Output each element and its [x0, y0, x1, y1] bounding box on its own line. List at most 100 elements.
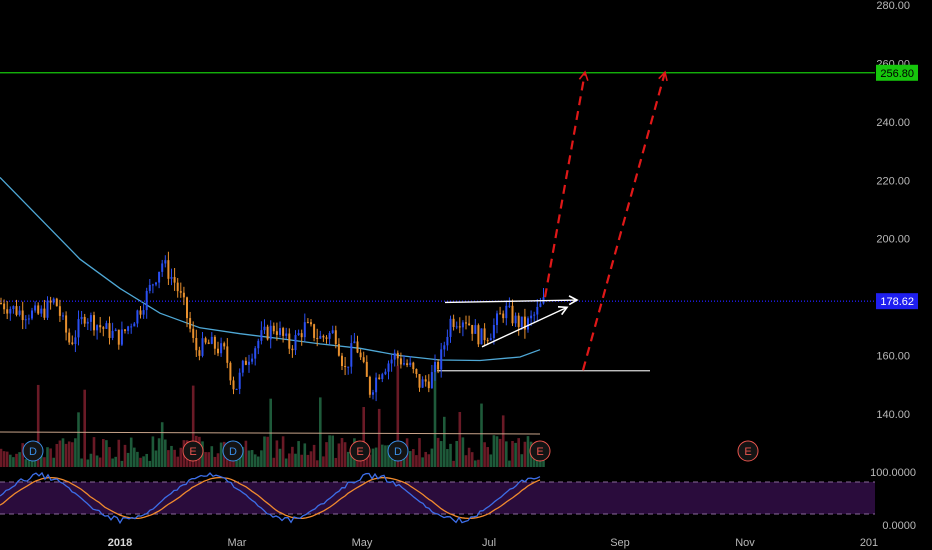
- volume-bar: [58, 440, 62, 467]
- candle-body: [133, 323, 136, 327]
- candle-body: [130, 326, 133, 328]
- candle-body: [297, 333, 300, 336]
- volume-bar: [188, 458, 192, 467]
- candle-body: [217, 348, 219, 354]
- candle-body: [189, 318, 192, 329]
- volume-bar: [173, 449, 176, 467]
- volume-bar: [244, 440, 248, 467]
- candle-body: [474, 325, 477, 334]
- volume-bar: [89, 453, 93, 467]
- candle-body: [446, 336, 449, 346]
- candle-body: [251, 358, 254, 362]
- volume-bar: [501, 415, 505, 467]
- candle-body: [399, 358, 402, 365]
- candle-body: [186, 297, 188, 319]
- candle-body: [266, 326, 269, 340]
- candle-body: [257, 340, 260, 349]
- volume-bar: [483, 442, 486, 467]
- volume-bar: [2, 451, 6, 467]
- candle-body: [322, 335, 325, 338]
- candle-body: [334, 330, 337, 345]
- volume-bar: [381, 444, 384, 467]
- event-marker-letter: E: [189, 446, 196, 458]
- volume-bar: [12, 457, 15, 467]
- candle-body: [272, 325, 275, 332]
- candle-body: [248, 361, 250, 365]
- candle-body: [12, 306, 15, 310]
- candle-body: [378, 377, 381, 380]
- volume-bar: [486, 447, 489, 467]
- volume-bar: [24, 459, 28, 467]
- candle-body: [384, 371, 387, 375]
- candle-body: [55, 298, 58, 307]
- volume-bar: [436, 437, 440, 467]
- candle-body: [139, 310, 142, 315]
- candle-body: [381, 374, 384, 380]
- volume-bar: [92, 437, 96, 467]
- candle-body: [80, 316, 83, 320]
- volume-bar: [18, 452, 21, 467]
- volume-bar: [489, 454, 493, 467]
- candle-body: [151, 284, 154, 286]
- candle-body: [207, 342, 210, 344]
- price-tick-label: 140.00: [876, 409, 910, 421]
- volume-bar: [148, 460, 152, 467]
- candle-body: [40, 308, 43, 314]
- volume-bar: [160, 422, 164, 467]
- volume-bar: [526, 436, 530, 467]
- event-marker-letter: D: [29, 446, 37, 458]
- volume-bar: [61, 438, 65, 467]
- volume-bar: [136, 451, 139, 467]
- volume-bar: [319, 397, 322, 467]
- volume-bar: [346, 451, 350, 467]
- candle-body: [182, 292, 185, 298]
- annotation-arrow-line: [444, 299, 578, 304]
- volume-bar: [257, 456, 260, 467]
- candle-body: [37, 305, 40, 314]
- event-marker-circle: [22, 440, 44, 462]
- candle-body: [477, 325, 480, 345]
- candle-body: [117, 329, 120, 345]
- volume-bar: [337, 443, 341, 467]
- candle-body: [412, 362, 415, 370]
- volume-bar: [362, 407, 365, 467]
- candle-body: [533, 314, 536, 316]
- candle-body: [46, 300, 49, 318]
- candle-body: [235, 388, 238, 390]
- volume-bar: [449, 443, 452, 467]
- volume-bar: [458, 411, 462, 467]
- volume-bar: [15, 453, 18, 467]
- volume-bar: [111, 458, 114, 467]
- candle-body: [170, 277, 173, 279]
- volume-bar: [145, 453, 148, 467]
- candle-body: [260, 330, 263, 341]
- candle-body: [24, 319, 27, 321]
- volume-bar: [167, 450, 170, 467]
- event-marker-letter: D: [229, 446, 237, 458]
- volume-bar: [424, 451, 427, 467]
- time-tick-label: Sep: [610, 537, 630, 549]
- volume-bar: [154, 450, 158, 467]
- volume-bar: [315, 460, 319, 467]
- candle-body: [213, 336, 216, 349]
- volume-bar: [508, 460, 511, 467]
- candle-body: [254, 348, 257, 359]
- volume-bar: [412, 449, 415, 467]
- candle-body: [372, 392, 374, 395]
- volume-bar: [300, 454, 303, 467]
- candle-body: [458, 326, 461, 328]
- candle-body: [58, 306, 61, 316]
- volume-bar: [309, 451, 313, 467]
- volume-bar: [303, 443, 307, 467]
- time-tick-label: May: [352, 537, 373, 549]
- candle-body: [161, 263, 164, 272]
- volume-bar: [71, 442, 74, 467]
- volume-bar: [312, 444, 316, 467]
- candlesticks: [0, 251, 545, 402]
- volume-bar: [247, 450, 251, 467]
- volume-bar: [266, 436, 269, 467]
- candle-body: [291, 348, 294, 351]
- candle-body: [480, 328, 483, 345]
